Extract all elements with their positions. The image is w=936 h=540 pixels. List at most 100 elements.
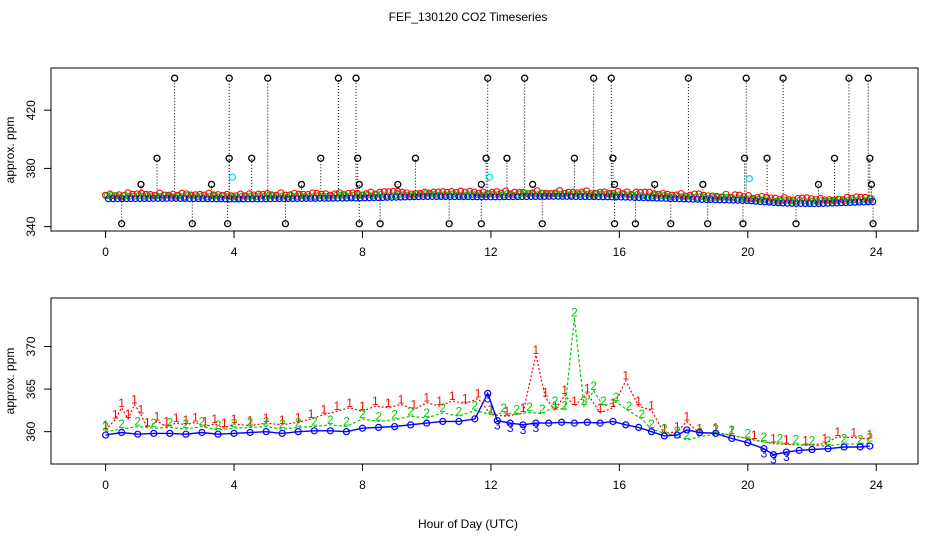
series-3-point [647, 428, 656, 436]
series-2-label: 2 [472, 398, 479, 412]
flag-point [684, 74, 693, 82]
series-2-label: 2 [581, 394, 588, 408]
series-3-label: 3 [484, 391, 491, 405]
co2-point-1 [385, 188, 393, 196]
flag-point [477, 180, 485, 189]
co2-point-1 [457, 187, 465, 195]
series-3-label: 3 [494, 419, 501, 433]
series-2-label: 2 [841, 432, 848, 446]
series-2-label: 2 [231, 416, 238, 430]
series-1-label: 1 [163, 415, 170, 429]
series-3-point [506, 419, 514, 427]
series-1-label: 1 [597, 401, 604, 415]
series-1-label: 1 [247, 414, 254, 428]
series-3-point [866, 442, 874, 450]
panel-top-marks [102, 74, 877, 228]
series-2-label: 2 [166, 415, 173, 429]
series-3-point [423, 419, 431, 427]
co2-point-3 [212, 195, 220, 203]
series-1-label: 1 [183, 413, 190, 427]
flag-point [866, 154, 874, 162]
series-1-label: 1 [321, 403, 328, 417]
flag-point [411, 154, 420, 162]
series-3-point [118, 428, 126, 437]
series-3-point [712, 429, 720, 437]
flag-point [355, 220, 363, 228]
series-2-label: 2 [683, 428, 690, 442]
series-3-point [407, 421, 415, 429]
co2-point-3 [199, 194, 207, 203]
series-1-label: 1 [346, 396, 353, 410]
series-2-label: 2 [102, 420, 109, 434]
series-2-label: 2 [327, 413, 334, 427]
panel-top-ticks: 0 4 8 12 16 20 24 340 380 420 [24, 100, 883, 259]
series-2-label: 2 [626, 399, 633, 413]
series-1-label: 1 [475, 386, 482, 400]
series-2-label: 2 [343, 415, 350, 429]
series-1-label: 1 [542, 386, 549, 400]
series-1-label: 1 [279, 413, 286, 427]
co2-point-1 [641, 188, 649, 196]
series-1-label: 1 [770, 432, 777, 446]
flag-point [352, 74, 360, 82]
series-1-label: 1 [372, 394, 379, 408]
series-1-label: 1 [192, 410, 199, 424]
series-1-line [105, 354, 870, 446]
flag-point [248, 154, 256, 162]
series-3-point [101, 431, 110, 439]
series-3-point [150, 429, 158, 437]
series-3-point [278, 429, 286, 437]
series-3-point [840, 443, 848, 451]
series-1-label: 1 [552, 398, 559, 412]
series-3-point [856, 443, 864, 451]
bottom-x-tick-label: 8 [359, 478, 366, 492]
co2-point-1 [803, 194, 811, 202]
bottom-x-tick-label: 20 [741, 478, 755, 492]
series-1-label: 1 [696, 421, 703, 435]
co2-point-3 [770, 198, 778, 207]
top-x-tick-label: 12 [484, 245, 498, 259]
co2-point-3 [433, 192, 441, 201]
series-2-label: 2 [571, 306, 578, 320]
series-3-point [374, 423, 383, 431]
series-1-label: 1 [783, 432, 790, 446]
series-1-label: 1 [504, 404, 511, 418]
top-x-tick-label: 4 [231, 245, 238, 259]
co2-point-2 [422, 189, 430, 197]
flag-point [354, 154, 362, 162]
flag-point [170, 74, 179, 82]
co2-point-3 [563, 192, 571, 200]
flag-point [609, 154, 617, 162]
series-1-label: 1 [125, 407, 132, 421]
series-1-label: 1 [751, 428, 758, 442]
top-x-tick-label: 20 [741, 245, 755, 259]
series-1-label: 1 [802, 433, 809, 447]
series-2-label: 2 [375, 409, 382, 423]
series-1-label: 1 [359, 399, 366, 413]
co2-point-1 [367, 188, 375, 196]
series-3-point [182, 430, 190, 438]
flag-point [763, 154, 771, 162]
series-3-point [134, 430, 142, 438]
series-2-label: 2 [712, 422, 719, 436]
cyan-point [745, 174, 754, 183]
panel-top-ylabel: approx. ppm [3, 117, 17, 184]
series-3-point [622, 421, 630, 429]
flag-point [529, 180, 537, 189]
co2-point-3 [608, 193, 616, 201]
series-1-label: 1 [263, 411, 270, 425]
series-3-point [673, 431, 681, 439]
series-3-point [696, 428, 704, 437]
series-1-label: 1 [102, 418, 109, 432]
series-1-label: 1 [584, 381, 591, 395]
series-3-point [455, 417, 463, 426]
series-2-label: 2 [215, 418, 222, 432]
series-3-point [310, 427, 318, 435]
series-2-label: 2 [513, 403, 520, 417]
series-1-label: 1 [648, 398, 655, 412]
co2-point-2 [526, 189, 534, 197]
series-3-point [342, 428, 351, 436]
series-2-label: 2 [674, 424, 681, 438]
series-3-point [545, 419, 553, 427]
series-2-label: 2 [539, 402, 546, 416]
